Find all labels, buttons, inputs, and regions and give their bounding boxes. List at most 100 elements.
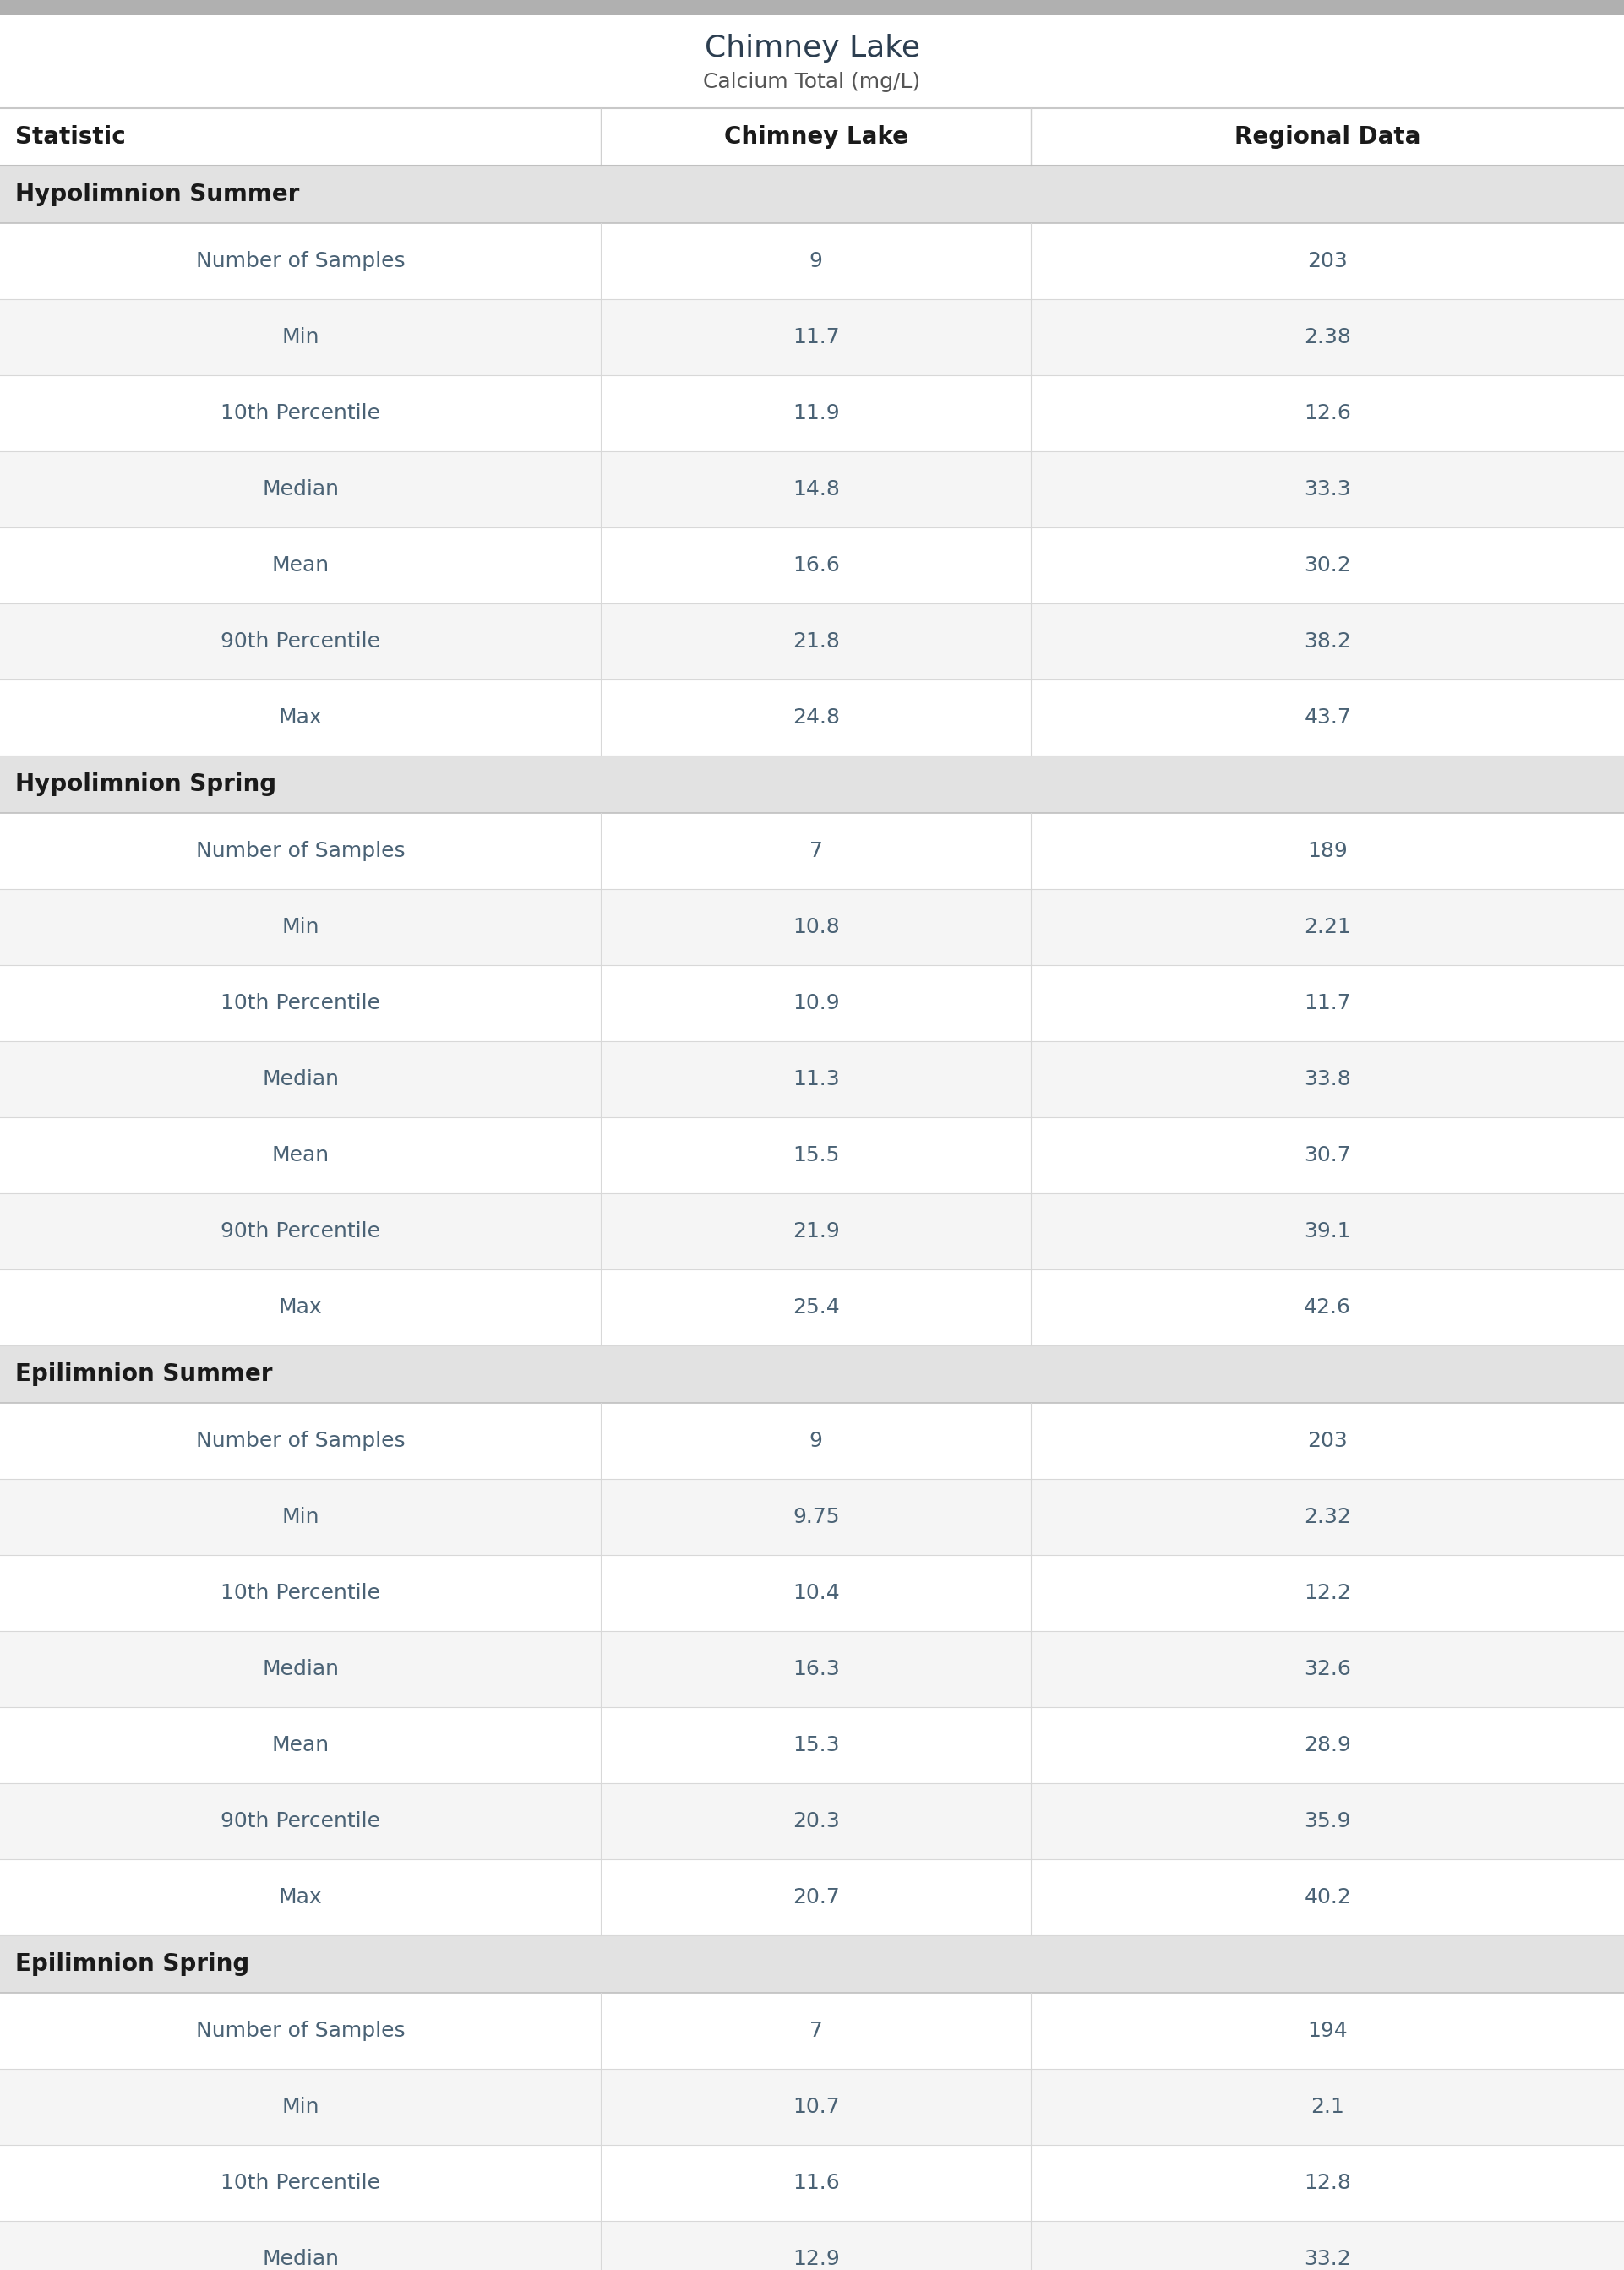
Text: 30.7: 30.7 — [1304, 1144, 1351, 1165]
Bar — [0, 375, 1624, 452]
Text: 15.5: 15.5 — [793, 1144, 840, 1165]
Text: 10th Percentile: 10th Percentile — [221, 2172, 380, 2193]
Text: Mean: Mean — [271, 1144, 330, 1165]
Text: 12.2: 12.2 — [1304, 1582, 1351, 1603]
Text: 2.32: 2.32 — [1304, 1507, 1351, 1528]
Bar — [0, 890, 1624, 965]
Bar — [0, 1480, 1624, 1555]
Text: 11.9: 11.9 — [793, 404, 840, 424]
Text: Chimney Lake: Chimney Lake — [705, 34, 919, 61]
Bar — [0, 1555, 1624, 1632]
Text: Median: Median — [261, 1659, 339, 1680]
Text: 39.1: 39.1 — [1304, 1221, 1351, 1242]
Text: 33.8: 33.8 — [1304, 1069, 1351, 1090]
Text: Median: Median — [261, 1069, 339, 1090]
Bar — [0, 1042, 1624, 1117]
Text: Number of Samples: Number of Samples — [197, 2020, 404, 2041]
Bar — [0, 965, 1624, 1042]
Text: 12.9: 12.9 — [793, 2250, 840, 2270]
Text: 2.21: 2.21 — [1304, 917, 1351, 938]
Text: 203: 203 — [1307, 1430, 1348, 1451]
Bar — [0, 756, 1624, 813]
Text: Min: Min — [281, 917, 320, 938]
Text: 20.7: 20.7 — [793, 1886, 840, 1907]
Text: Hypolimnion Summer: Hypolimnion Summer — [15, 182, 299, 207]
Text: Median: Median — [261, 2250, 339, 2270]
Bar — [0, 679, 1624, 756]
Bar — [0, 166, 1624, 222]
Text: 2.1: 2.1 — [1311, 2097, 1345, 2118]
Text: 90th Percentile: 90th Percentile — [221, 1811, 380, 1832]
Text: 10.9: 10.9 — [793, 992, 840, 1012]
Text: 12.8: 12.8 — [1304, 2172, 1351, 2193]
Text: 10th Percentile: 10th Percentile — [221, 1582, 380, 1603]
Text: Min: Min — [281, 2097, 320, 2118]
Bar — [0, 1632, 1624, 1707]
Bar — [0, 1117, 1624, 1194]
Bar — [0, 1269, 1624, 1346]
Text: Median: Median — [261, 479, 339, 499]
Text: 35.9: 35.9 — [1304, 1811, 1351, 1832]
Bar — [0, 1859, 1624, 1936]
Text: Mean: Mean — [271, 556, 330, 577]
Bar — [0, 109, 1624, 166]
Text: 7: 7 — [809, 840, 823, 860]
Text: Max: Max — [279, 708, 322, 729]
Bar — [0, 813, 1624, 890]
Text: 2.38: 2.38 — [1304, 327, 1351, 347]
Text: 16.6: 16.6 — [793, 556, 840, 577]
Text: Hypolimnion Spring: Hypolimnion Spring — [15, 772, 276, 797]
Text: 16.3: 16.3 — [793, 1659, 840, 1680]
Text: 9: 9 — [809, 1430, 823, 1451]
Text: Number of Samples: Number of Samples — [197, 1430, 404, 1451]
Bar — [0, 1194, 1624, 1269]
Text: 11.7: 11.7 — [1304, 992, 1351, 1012]
Text: 28.9: 28.9 — [1304, 1734, 1351, 1755]
Text: 10.4: 10.4 — [793, 1582, 840, 1603]
Text: 9.75: 9.75 — [793, 1507, 840, 1528]
Text: 14.8: 14.8 — [793, 479, 840, 499]
Text: 11.7: 11.7 — [793, 327, 840, 347]
Text: Calcium Total (mg/L): Calcium Total (mg/L) — [703, 73, 921, 93]
Text: Epilimnion Spring: Epilimnion Spring — [15, 1952, 250, 1975]
Text: 10th Percentile: 10th Percentile — [221, 992, 380, 1012]
Text: Min: Min — [281, 1507, 320, 1528]
Bar — [0, 604, 1624, 679]
Bar — [0, 16, 1624, 109]
Text: 10.8: 10.8 — [793, 917, 840, 938]
Text: 25.4: 25.4 — [793, 1296, 840, 1317]
Text: 11.6: 11.6 — [793, 2172, 840, 2193]
Text: Chimney Lake: Chimney Lake — [724, 125, 908, 150]
Bar — [0, 527, 1624, 604]
Text: 10th Percentile: 10th Percentile — [221, 404, 380, 424]
Bar — [0, 2068, 1624, 2145]
Bar — [0, 0, 1624, 16]
Bar — [0, 452, 1624, 527]
Text: 33.3: 33.3 — [1304, 479, 1351, 499]
Text: 90th Percentile: 90th Percentile — [221, 1221, 380, 1242]
Text: Number of Samples: Number of Samples — [197, 840, 404, 860]
Bar — [0, 1784, 1624, 1859]
Text: Mean: Mean — [271, 1734, 330, 1755]
Bar — [0, 222, 1624, 300]
Text: Max: Max — [279, 1886, 322, 1907]
Text: Min: Min — [281, 327, 320, 347]
Text: 90th Percentile: 90th Percentile — [221, 631, 380, 651]
Text: 7: 7 — [809, 2020, 823, 2041]
Text: Statistic: Statistic — [15, 125, 125, 150]
Text: 9: 9 — [809, 252, 823, 272]
Text: 203: 203 — [1307, 252, 1348, 272]
Bar — [0, 2220, 1624, 2270]
Bar — [0, 2145, 1624, 2220]
Text: 33.2: 33.2 — [1304, 2250, 1351, 2270]
Text: Max: Max — [279, 1296, 322, 1317]
Text: 43.7: 43.7 — [1304, 708, 1351, 729]
Text: 20.3: 20.3 — [793, 1811, 840, 1832]
Bar — [0, 1936, 1624, 1993]
Text: 38.2: 38.2 — [1304, 631, 1351, 651]
Text: Number of Samples: Number of Samples — [197, 252, 404, 272]
Text: 15.3: 15.3 — [793, 1734, 840, 1755]
Bar — [0, 1707, 1624, 1784]
Text: 42.6: 42.6 — [1304, 1296, 1351, 1317]
Text: 11.3: 11.3 — [793, 1069, 840, 1090]
